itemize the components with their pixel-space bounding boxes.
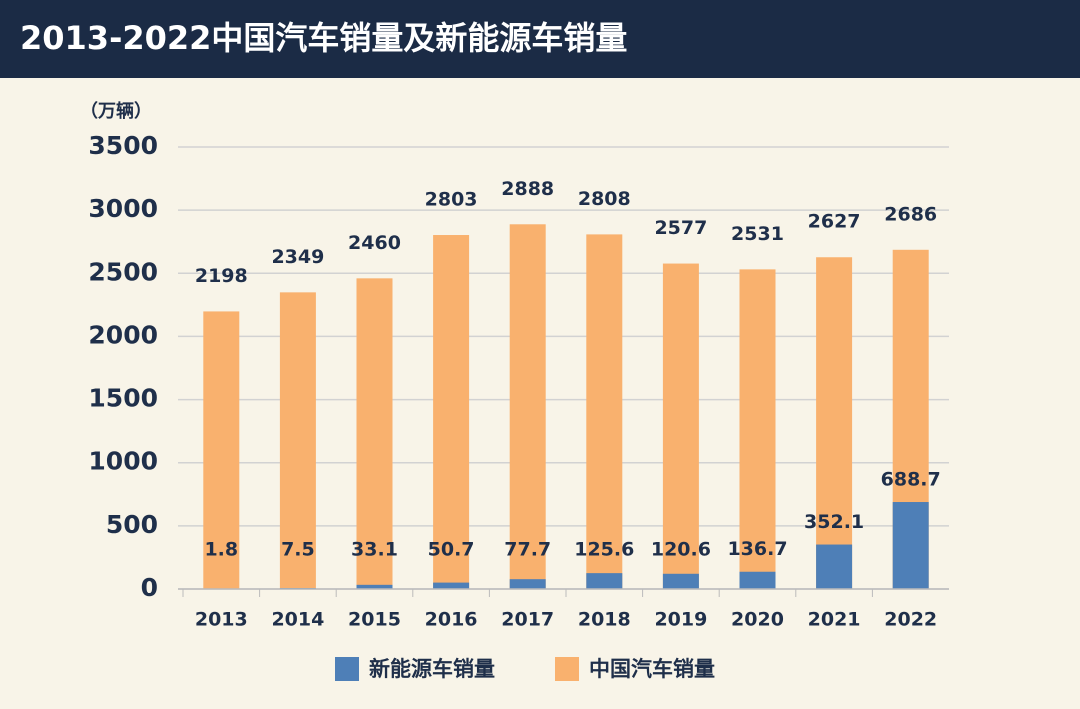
y-tick-label: 3500 — [88, 131, 158, 160]
data-label: 688.7 — [881, 469, 941, 491]
x-tick-label: 2019 — [654, 609, 707, 631]
bar — [203, 311, 240, 589]
data-label: 120.6 — [651, 539, 711, 561]
bar — [816, 544, 853, 589]
y-tick-label: 2000 — [88, 320, 158, 349]
legend-swatch — [555, 657, 579, 681]
chart-title: 2013-2022中国汽车销量及新能源车销量 — [20, 19, 627, 57]
legend-label: 新能源车销量 — [369, 657, 495, 681]
bar — [739, 269, 776, 589]
data-label: 2349 — [271, 246, 324, 268]
x-tick-label: 2013 — [195, 609, 248, 631]
data-label: 2577 — [654, 217, 707, 239]
y-tick-label: 0 — [141, 573, 158, 602]
data-label: 2627 — [808, 211, 861, 233]
x-tick-label: 2020 — [731, 609, 784, 631]
bar — [279, 292, 316, 589]
data-label: 1.8 — [204, 539, 238, 561]
y-tick-label: 2500 — [88, 257, 158, 286]
data-label: 33.1 — [351, 539, 398, 561]
bar — [586, 573, 623, 589]
data-label: 2198 — [195, 265, 248, 287]
bar — [433, 235, 470, 589]
y-tick-label: 1000 — [88, 447, 158, 476]
bar — [662, 573, 699, 589]
x-tick-label: 2015 — [348, 609, 401, 631]
data-label: 7.5 — [281, 539, 315, 561]
x-tick-label: 2021 — [808, 609, 861, 631]
data-label: 352.1 — [804, 511, 864, 533]
bar — [739, 571, 776, 589]
bar — [509, 224, 546, 589]
data-label: 2531 — [731, 223, 784, 245]
bar — [509, 579, 546, 589]
x-tick-label: 2014 — [271, 609, 324, 631]
bar — [892, 502, 929, 589]
bar — [433, 582, 470, 589]
data-label: 2808 — [578, 188, 631, 210]
bar — [662, 263, 699, 589]
data-label: 77.7 — [504, 539, 551, 561]
y-tick-label: 500 — [106, 510, 158, 539]
y-tick-label: 3000 — [88, 194, 158, 223]
bar — [586, 234, 623, 589]
bar — [356, 584, 393, 589]
x-tick-label: 2017 — [501, 609, 554, 631]
x-tick-label: 2016 — [425, 609, 478, 631]
data-label: 50.7 — [428, 539, 475, 561]
x-tick-label: 2022 — [884, 609, 937, 631]
data-label: 2803 — [425, 189, 478, 211]
data-label: 2888 — [501, 178, 554, 200]
data-label: 2460 — [348, 232, 401, 254]
header — [0, 0, 1080, 78]
legend-label: 中国汽车销量 — [589, 657, 715, 681]
data-label: 125.6 — [574, 539, 634, 561]
data-label: 2686 — [884, 203, 937, 225]
bar — [356, 278, 393, 589]
legend-swatch — [335, 657, 359, 681]
x-tick-label: 2018 — [578, 609, 631, 631]
y-axis-label: （万辆） — [80, 100, 152, 122]
y-tick-label: 1500 — [88, 384, 158, 413]
data-label: 136.7 — [727, 538, 787, 560]
bar — [816, 257, 853, 589]
